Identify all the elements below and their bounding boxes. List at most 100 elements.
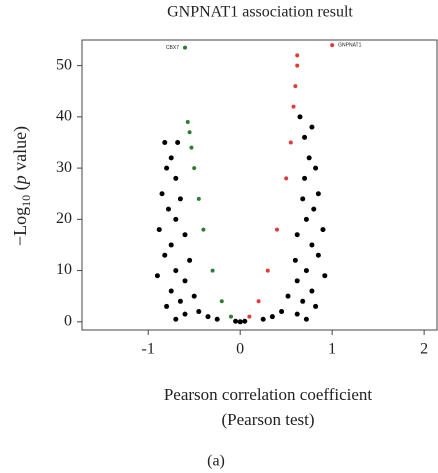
point <box>294 232 300 238</box>
x-tick-label: 0 <box>236 341 244 358</box>
point <box>168 288 174 294</box>
point <box>322 273 328 279</box>
point <box>285 293 291 299</box>
x-tick-label: -1 <box>142 341 155 358</box>
y-tick-label: 40 <box>56 108 72 125</box>
y-tick-label: 10 <box>56 261 72 278</box>
point <box>303 268 309 274</box>
y-tick-label: 30 <box>56 159 72 176</box>
point <box>154 273 160 279</box>
point <box>192 166 197 171</box>
point <box>313 303 319 309</box>
point <box>302 134 308 140</box>
point <box>256 299 261 304</box>
point <box>159 191 165 197</box>
point <box>294 278 300 284</box>
x-tick-label: 2 <box>420 341 428 358</box>
point <box>311 206 317 212</box>
y-label-part: value) <box>10 126 31 175</box>
point <box>173 268 179 274</box>
point <box>237 319 243 325</box>
point <box>177 298 183 304</box>
point <box>315 252 321 258</box>
point <box>293 84 298 89</box>
point <box>294 311 300 317</box>
point <box>247 314 252 319</box>
point-label: CBX7 <box>166 45 179 51</box>
point <box>196 196 201 201</box>
y-label-part: ( <box>10 184 31 195</box>
point <box>274 227 279 232</box>
point <box>242 318 248 324</box>
point <box>288 140 293 145</box>
point <box>175 139 181 145</box>
point <box>164 165 170 171</box>
x-axis-label: Pearson correlation coefficient <box>164 385 373 404</box>
point <box>201 227 206 232</box>
y-axis-label: −Log10 (p value) <box>10 126 33 246</box>
point <box>162 139 168 145</box>
point <box>182 278 188 284</box>
point <box>214 316 220 322</box>
point <box>260 316 266 322</box>
point <box>165 206 171 212</box>
point <box>156 227 162 233</box>
point <box>309 124 315 130</box>
point <box>306 155 312 161</box>
point <box>291 104 296 109</box>
point <box>297 114 303 120</box>
point <box>303 216 309 222</box>
point <box>187 257 193 263</box>
y-tick-label: 0 <box>64 312 72 329</box>
point <box>295 53 300 58</box>
point <box>173 175 179 181</box>
point <box>269 314 275 320</box>
point <box>284 176 289 181</box>
point <box>295 63 300 68</box>
point <box>168 242 174 248</box>
point <box>300 196 306 202</box>
point <box>265 268 270 273</box>
point <box>219 299 224 304</box>
point <box>309 242 315 248</box>
point <box>313 165 319 171</box>
point <box>228 314 233 319</box>
point <box>185 119 190 124</box>
point-label: GNPNAT1 <box>338 42 361 48</box>
point <box>173 216 179 222</box>
point <box>320 227 326 233</box>
point <box>233 318 239 324</box>
point <box>173 316 179 322</box>
x-tick-label: 1 <box>328 341 336 358</box>
y-tick-label: 20 <box>56 210 72 227</box>
point <box>196 309 202 315</box>
point <box>182 311 188 317</box>
point <box>210 268 215 273</box>
y-label-part: −Log <box>10 207 30 246</box>
point <box>300 298 306 304</box>
x-axis-label: (Pearson test) <box>221 410 314 429</box>
point <box>164 303 170 309</box>
point <box>303 316 309 322</box>
point <box>168 155 174 161</box>
chart-title: GNPNAT1 association result <box>167 4 353 21</box>
point <box>330 43 335 48</box>
point <box>309 288 315 294</box>
y-tick-label: 50 <box>56 56 72 73</box>
point <box>182 232 188 238</box>
point <box>279 309 285 315</box>
point <box>302 175 308 181</box>
plot-frame <box>81 39 438 331</box>
caption: (a) <box>207 453 225 470</box>
point <box>191 293 197 299</box>
y-label-sub: 10 <box>19 195 33 207</box>
point <box>189 145 194 150</box>
point <box>183 45 188 50</box>
point <box>162 252 168 258</box>
y-label-part: p <box>10 175 30 186</box>
point <box>315 191 321 197</box>
point <box>292 257 298 263</box>
point <box>205 314 211 320</box>
